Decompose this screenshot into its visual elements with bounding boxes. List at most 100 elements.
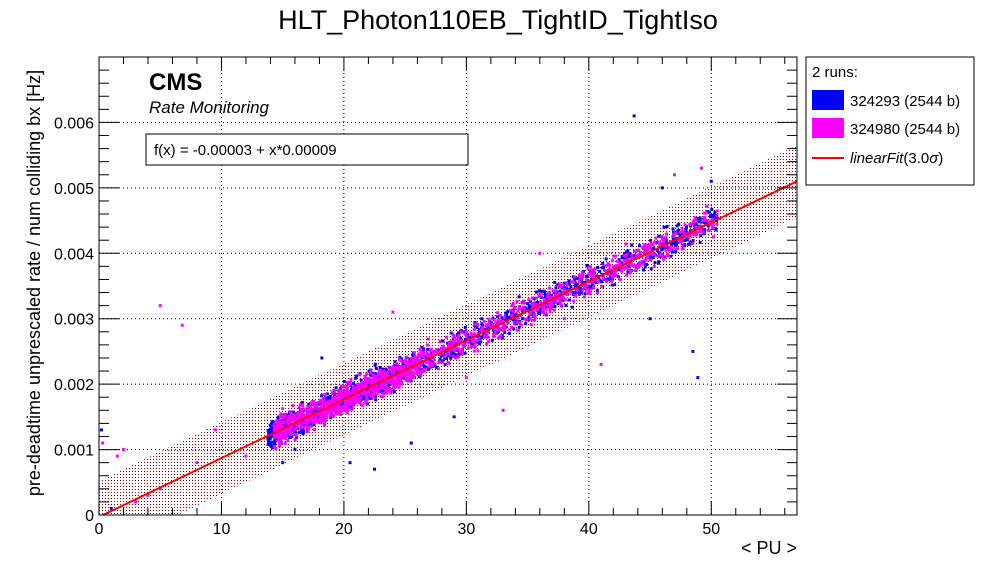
data-point-run-324980: [291, 404, 295, 408]
data-point-run-324980: [380, 383, 384, 387]
data-point-run-324980: [359, 388, 363, 392]
data-point-run-324980: [288, 421, 292, 425]
data-point-run-324980: [283, 441, 287, 445]
data-point-run-324293: [514, 322, 518, 326]
data-point-run-324293: [351, 381, 355, 385]
data-point-run-324293: [596, 266, 600, 270]
data-point-run-324293: [709, 179, 713, 183]
data-point-run-324980: [578, 280, 582, 284]
data-point-run-324980: [406, 360, 410, 364]
data-point-run-324980: [497, 320, 501, 324]
data-point-run-324980: [372, 390, 376, 394]
data-point-run-324980: [445, 335, 449, 339]
data-point-run-324980: [632, 249, 636, 253]
data-point-run-324980: [547, 286, 551, 290]
data-point-run-324293: [270, 421, 274, 425]
data-point-run-324293: [281, 417, 285, 421]
data-point-run-324980: [585, 284, 589, 288]
data-point-run-324980: [578, 278, 582, 282]
data-point-run-324980: [311, 402, 315, 406]
data-point-run-324980: [548, 310, 552, 314]
data-point-run-324293: [671, 240, 675, 244]
data-point-run-324980: [278, 444, 282, 448]
data-point-run-324980: [304, 418, 308, 422]
data-point-run-324293: [702, 228, 706, 232]
data-point-run-324980: [402, 372, 406, 376]
data-point-run-324293: [696, 376, 700, 380]
data-point-run-324980: [324, 419, 328, 423]
data-point-run-324980: [364, 399, 368, 403]
data-point-run-324980: [588, 288, 592, 292]
data-point-run-324980: [286, 431, 290, 435]
data-point-run-324980: [548, 296, 552, 300]
data-point-run-324293: [517, 325, 521, 329]
data-point-run-324293: [691, 240, 695, 244]
data-point-run-324293: [682, 239, 686, 243]
data-point-run-324980: [523, 317, 527, 321]
data-point-run-324980: [333, 409, 337, 413]
data-point-run-324980: [399, 366, 403, 370]
data-point-run-324980: [473, 332, 477, 336]
data-point-run-324980: [575, 289, 579, 293]
data-point-run-324293: [683, 244, 687, 248]
data-point-run-324980: [307, 420, 311, 424]
data-point-run-324980: [680, 226, 684, 230]
data-point-run-324980: [465, 335, 469, 339]
data-point-run-324293: [568, 282, 572, 286]
data-point-run-324980: [618, 278, 622, 282]
y-tick-label: 0.005: [54, 181, 94, 198]
data-point-run-324980: [282, 429, 286, 433]
data-point-run-324980: [373, 379, 377, 383]
data-point-run-324980: [357, 398, 361, 402]
data-point-run-324980: [429, 363, 433, 367]
data-point-run-324980: [684, 235, 688, 239]
data-point-run-324980: [345, 411, 349, 415]
data-point-run-324293: [268, 441, 272, 445]
data-point-run-324293: [312, 423, 316, 427]
data-point-run-324293: [604, 257, 608, 261]
data-point-run-324980: [332, 396, 336, 400]
data-point-run-324293: [309, 421, 313, 425]
x-tick-label: 0: [95, 521, 104, 538]
data-point-run-324293: [577, 286, 581, 290]
data-point-run-324980: [527, 298, 531, 302]
data-point-run-324980: [533, 315, 537, 319]
data-point-run-324980: [375, 375, 379, 379]
y-tick-label: 0: [85, 508, 94, 525]
data-point-run-324293: [573, 277, 577, 281]
data-point-run-324980: [302, 425, 306, 429]
data-point-run-324980: [682, 231, 686, 235]
data-point-run-324980: [404, 372, 408, 376]
data-point-run-324980: [565, 291, 569, 295]
data-point-run-324980: [336, 394, 340, 398]
data-point-run-324980: [286, 426, 290, 430]
data-point-run-324980: [378, 371, 382, 375]
data-point-run-324293: [510, 311, 514, 315]
data-point-run-324980: [554, 300, 558, 304]
data-point-run-324980: [379, 368, 383, 372]
data-point-run-324980: [609, 273, 613, 277]
data-point-run-324980: [419, 353, 423, 357]
data-point-run-324980: [441, 344, 445, 348]
data-point-run-324293: [698, 216, 702, 220]
data-point-run-324980: [558, 301, 562, 305]
data-point-run-324293: [463, 337, 467, 341]
data-point-run-324980: [638, 263, 642, 267]
data-point-run-324980: [395, 381, 399, 385]
data-point-run-324980: [349, 377, 353, 381]
data-point-run-324980: [339, 397, 343, 401]
data-point-run-324293: [577, 292, 581, 296]
data-point-run-324980: [451, 354, 455, 358]
data-point-run-324293: [525, 307, 529, 311]
data-point-run-324293: [707, 210, 711, 214]
data-point-run-324980: [702, 211, 706, 215]
data-point-run-324293: [595, 280, 599, 284]
data-point-run-324980: [553, 293, 557, 297]
data-point-run-324293: [655, 248, 659, 252]
data-point-run-324980: [672, 234, 676, 238]
data-point-run-324980: [467, 341, 471, 345]
data-point-run-324980: [715, 209, 719, 213]
data-point-run-324980: [487, 321, 491, 325]
data-point-run-324980: [318, 398, 322, 402]
data-point-run-324980: [452, 341, 456, 345]
